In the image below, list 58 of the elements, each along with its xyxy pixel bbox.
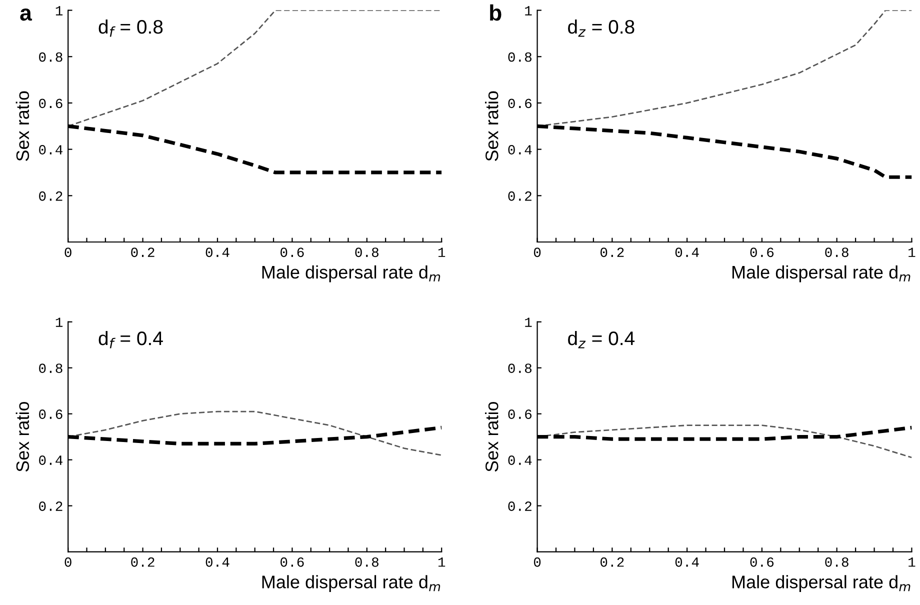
x-tick-label: 0 (534, 557, 541, 567)
y-tick-label: 0.8 (508, 52, 532, 62)
y-tick-label: 0.6 (39, 410, 62, 419)
x-tick-label: 0.4 (206, 248, 230, 258)
x-tick-label: 0.2 (600, 557, 624, 567)
y-tick-label: 0.8 (508, 364, 532, 374)
y-tick-label: 0.8 (39, 52, 62, 62)
x-tick-label: 0.2 (131, 557, 154, 567)
y-tick-label: 1 (525, 318, 532, 327)
x-tick-label: 1 (908, 248, 916, 257)
x-tick-label: 0.8 (355, 248, 378, 258)
y-tick-label: 0.2 (39, 502, 62, 511)
x-tick-label: 0.4 (675, 557, 699, 567)
x-axis-title: Male dispersal rate d$_{m}$ (262, 265, 440, 282)
x-tick-label: 0 (64, 248, 72, 258)
x-axis-title: Male dispersal rate d$_{m}$ (732, 575, 910, 592)
y-tick-label: 0.6 (508, 98, 532, 108)
x-tick-label: 1 (438, 558, 446, 567)
annotation: d$_{z}$ = 0.8 (568, 19, 634, 37)
x-tick-label: 0 (534, 248, 541, 258)
x-tick-label: 0.2 (131, 248, 154, 258)
y-tick-label: 0.2 (508, 502, 532, 511)
y-tick-label: 0.2 (39, 191, 62, 201)
y-tick-label: 0.8 (39, 364, 62, 374)
y-tick-label: 0.4 (508, 145, 532, 154)
x-tick-label: 0 (64, 557, 72, 567)
y-axis-title: Sex ratio (16, 91, 30, 161)
x-tick-label: 0.6 (750, 557, 774, 567)
x-tick-label: 0.2 (600, 248, 624, 258)
y-tick-label: 1 (56, 318, 63, 327)
chart-title: b (490, 4, 502, 21)
x-tick-label: 0.4 (206, 557, 230, 567)
y-tick-label: 0.2 (508, 191, 532, 201)
x-axis-title: Male dispersal rate d$_{m}$ (732, 265, 910, 282)
x-tick-label: 1 (908, 558, 916, 567)
y-tick-label: 0.6 (508, 410, 532, 419)
x-tick-label: 0.8 (825, 557, 848, 567)
y-tick-label: 0.4 (39, 145, 63, 154)
y-axis-title: Sex ratio (485, 402, 498, 472)
x-tick-label: 0.4 (675, 248, 699, 258)
x-tick-label: 0.8 (355, 557, 378, 567)
chart-title: a (20, 8, 32, 21)
y-tick-label: 0.6 (39, 98, 62, 108)
x-tick-label: 0.6 (750, 248, 774, 258)
annotation: d$_{f}$ = 0.4 (98, 330, 163, 348)
annotation: d$_{z}$ = 0.4 (568, 330, 635, 348)
annotation: d$_{f}$ = 0.8 (98, 19, 163, 37)
x-tick-label: 1 (438, 248, 446, 257)
y-tick-label: 1 (525, 6, 532, 16)
x-axis-title: Male dispersal rate d$_{m}$ (262, 575, 440, 592)
y-tick-label: 0.4 (39, 456, 63, 465)
y-axis-title: Sex ratio (16, 402, 30, 472)
x-tick-label: 0.6 (280, 248, 304, 258)
x-tick-label: 0.8 (825, 248, 848, 258)
y-tick-label: 1 (56, 6, 63, 16)
y-tick-label: 0.4 (508, 456, 532, 465)
x-tick-label: 0.6 (280, 557, 304, 567)
y-axis-title: Sex ratio (485, 91, 498, 161)
